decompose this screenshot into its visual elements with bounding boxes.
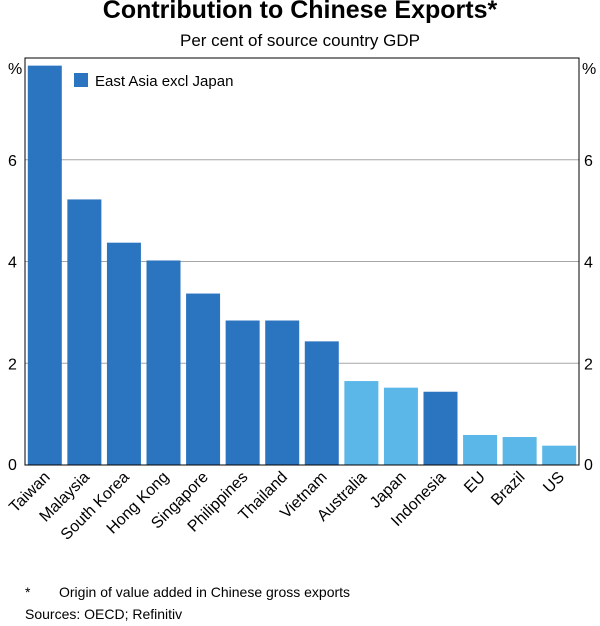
x-tick-label: Brazil [488, 469, 528, 509]
bar-indonesia [423, 391, 458, 465]
y-tick-label-left: 4 [8, 255, 17, 272]
bars [27, 65, 577, 465]
bar-us [542, 445, 577, 465]
bar-brazil [502, 437, 537, 465]
y-tick-label-left: 0 [8, 457, 17, 474]
bar-japan [383, 387, 418, 465]
y-tick-label-right: 2 [584, 356, 593, 373]
chart-subtitle: Per cent of source country GDP [180, 31, 420, 50]
y-tick-label-left: 2 [8, 356, 17, 373]
chart-title: Contribution to Chinese Exports* [102, 0, 498, 24]
x-tick-label: EU [461, 469, 489, 497]
bar-singapore [186, 293, 221, 465]
bar-eu [463, 434, 498, 465]
y-tick-label-right: 6 [584, 153, 593, 170]
bar-malaysia [67, 199, 102, 465]
axes: % % 0 0 2 2 4 4 6 6 [8, 61, 596, 474]
bar-vietnam [304, 341, 339, 465]
x-tick-label: US [540, 469, 568, 497]
bar-hong-kong [146, 260, 181, 465]
legend-swatch [74, 73, 88, 87]
bar-australia [344, 381, 379, 465]
legend: East Asia excl Japan [74, 73, 233, 90]
footnote-text: Origin of value added in Chinese gross e… [59, 584, 351, 600]
legend-label: East Asia excl Japan [95, 73, 233, 90]
plot-frame [24, 57, 580, 466]
y-tick-label-right: 0 [584, 457, 593, 474]
y-tick-label-right: 4 [584, 255, 593, 272]
footnote: * Origin of value added in Chinese gross … [25, 584, 350, 600]
bar-chart: % % 0 0 2 2 4 4 6 6 East Asia excl Japan Taiwan… [6, 57, 596, 544]
bar-taiwan [27, 65, 62, 465]
y-axis-unit-right: % [582, 61, 596, 78]
y-tick-label-left: 6 [8, 153, 17, 170]
bar-south-korea [106, 242, 141, 465]
sources-note: Sources: OECD; Refinitiv [25, 606, 183, 622]
bar-philippines [225, 320, 260, 465]
footnote-mark: * [25, 584, 31, 600]
y-axis-unit-left: % [8, 61, 22, 78]
bar-thailand [265, 320, 300, 465]
